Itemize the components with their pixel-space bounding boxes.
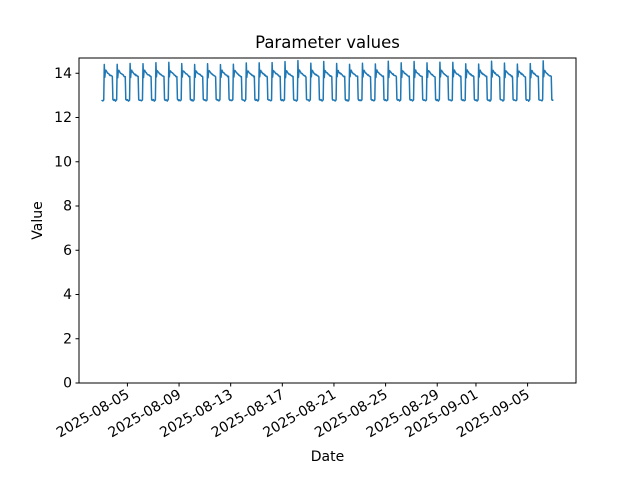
y-tick-label: 12 [54,110,72,126]
x-axis-label: Date [311,449,344,465]
chart-title: Parameter values [255,33,400,52]
y-tick-label: 8 [63,199,72,215]
y-tick-label: 14 [54,66,72,82]
y-axis-label: Value [30,201,46,239]
y-tick-label: 0 [63,376,72,392]
y-axis-ticks: 0 2 4 6 8 10 12 14 [54,66,79,392]
parameter-values-polyline [101,59,554,102]
data-series-line [101,59,554,102]
y-tick-label: 10 [54,154,72,170]
y-tick-label: 2 [63,331,72,347]
plot-area-border [78,57,577,384]
y-tick-label: 4 [63,287,72,303]
y-tick-label: 6 [63,243,72,259]
